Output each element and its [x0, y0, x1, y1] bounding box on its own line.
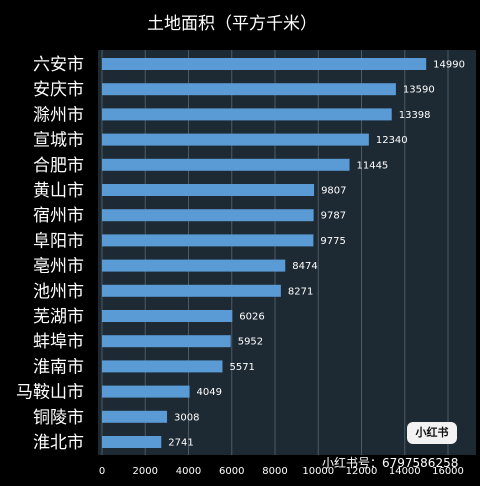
category-label: 滁州市: [33, 105, 84, 125]
category-label: 宿州市: [33, 206, 84, 226]
x-tick-label: 0: [99, 466, 105, 477]
chart-title: 土地面积（平方千米）: [147, 14, 317, 34]
bar: [102, 209, 314, 222]
x-axis-tick-labels: 0 2000 4000 6000 8000 10000 12000 14000 16000: [99, 466, 464, 477]
bar: [102, 58, 427, 70]
bars: [102, 58, 427, 448]
category-label: 马鞍山市: [16, 383, 84, 403]
category-label: 六安市: [33, 55, 84, 75]
bar: [102, 133, 369, 146]
category-label: 淮北市: [33, 433, 84, 453]
bar-value-label: 14990: [433, 60, 465, 71]
bar-value-label: 12340: [376, 135, 408, 146]
bar: [102, 259, 286, 272]
category-label: 淮南市: [33, 357, 84, 377]
bar-value-label: 11445: [356, 160, 388, 171]
bar: [102, 234, 314, 247]
category-label: 芜湖市: [33, 307, 84, 327]
bar-value-label: 8271: [288, 286, 313, 297]
bar: [102, 184, 315, 196]
category-label: 蚌埠市: [33, 332, 84, 352]
bar: [102, 335, 231, 348]
bar-value-label: 8474: [292, 261, 317, 272]
bar-value-label: 5952: [238, 337, 263, 348]
x-tick-label: 16000: [432, 466, 464, 477]
category-label: 阜阳市: [33, 231, 84, 251]
bar-value-label: 5571: [229, 362, 254, 373]
bar-value-label: 3008: [174, 412, 199, 423]
x-tick-label: 6000: [219, 466, 244, 477]
bar-value-label: 9787: [321, 211, 346, 222]
bar-value-label: 9807: [321, 186, 346, 197]
bar: [102, 83, 396, 96]
category-label: 亳州市: [33, 257, 84, 277]
bar: [102, 284, 281, 297]
bar-value-label: 6026: [239, 312, 264, 323]
xiaohongshu-logo: 小红书: [407, 422, 457, 444]
category-label: 安庆市: [33, 80, 84, 100]
category-label: 宣城市: [33, 131, 84, 151]
category-labels: 六安市安庆市滁州市宣城市合肥市黄山市宿州市阜阳市亳州市池州市芜湖市蚌埠市淮南市马…: [16, 55, 84, 453]
bar: [102, 108, 392, 121]
category-label: 铜陵市: [33, 408, 84, 428]
bar: [102, 385, 190, 398]
data-labels: 14990 13590 13398 12340 11445 9807 9787 9775 847…: [168, 60, 465, 449]
bar-value-label: 13398: [399, 110, 431, 121]
watermark-text: 小红书号：6797586258: [322, 456, 459, 470]
bar-value-label: 13590: [403, 85, 435, 96]
x-tick-label: 10000: [302, 466, 334, 477]
x-tick-label: 14000: [389, 466, 421, 477]
x-tick-label: 12000: [346, 466, 378, 477]
bar: [102, 310, 233, 322]
x-tick-label: 8000: [262, 466, 287, 477]
bar: [102, 158, 350, 171]
bar-value-label: 9775: [320, 236, 345, 247]
x-tick-label: 2000: [133, 466, 158, 477]
bar: [102, 436, 162, 448]
bar: [102, 360, 223, 373]
x-tick-label: 4000: [176, 466, 201, 477]
bar-value-label: 4049: [197, 387, 222, 398]
category-label: 合肥市: [33, 156, 84, 176]
bar-value-label: 2741: [168, 438, 193, 449]
bar: [102, 410, 168, 423]
category-label: 黄山市: [33, 181, 84, 201]
category-label: 池州市: [33, 282, 84, 302]
